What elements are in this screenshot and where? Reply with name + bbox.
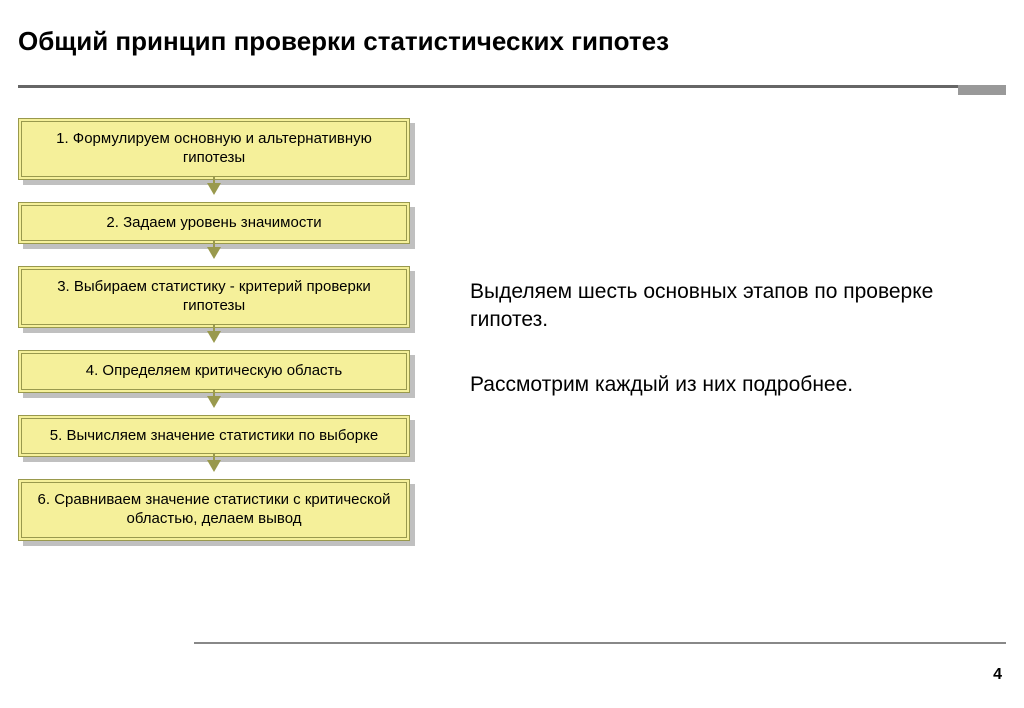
flow-step-label: 5. Вычисляем значение статистики по выбо… bbox=[21, 418, 407, 455]
bottom-rule bbox=[194, 642, 1006, 644]
side-paragraph-2: Рассмотрим каждый из них подробнее. bbox=[470, 371, 990, 399]
flowchart: 1. Формулируем основную и альтернативную… bbox=[18, 118, 418, 563]
flow-step-1: 1. Формулируем основную и альтернативную… bbox=[18, 118, 410, 180]
flow-step-face: 6. Сравниваем значение статистики с крит… bbox=[18, 479, 410, 541]
flow-step-label: 1. Формулируем основную и альтернативную… bbox=[21, 121, 407, 177]
flow-step-label: 2. Задаем уровень значимости bbox=[21, 205, 407, 242]
slide-title: Общий принцип проверки статистических ги… bbox=[18, 26, 669, 57]
flow-arrow-3 bbox=[18, 330, 410, 348]
chevron-down-icon bbox=[207, 247, 221, 259]
chevron-down-icon bbox=[207, 331, 221, 343]
flow-step-5: 5. Вычисляем значение статистики по выбо… bbox=[18, 415, 410, 458]
flow-step-2: 2. Задаем уровень значимости bbox=[18, 202, 410, 245]
flow-step-face: 2. Задаем уровень значимости bbox=[18, 202, 410, 245]
flow-arrow-1 bbox=[18, 182, 410, 200]
flow-arrow-4 bbox=[18, 395, 410, 413]
flow-arrow-2 bbox=[18, 246, 410, 264]
flow-step-face: 5. Вычисляем значение статистики по выбо… bbox=[18, 415, 410, 458]
flow-step-face: 3. Выбираем статистику - критерий провер… bbox=[18, 266, 410, 328]
title-underline bbox=[18, 85, 1006, 88]
chevron-down-icon bbox=[207, 183, 221, 195]
side-paragraph-1: Выделяем шесть основных этапов по провер… bbox=[470, 278, 990, 335]
side-text-block: Выделяем шесть основных этапов по провер… bbox=[470, 278, 990, 399]
flow-step-label: 4. Определяем критическую область bbox=[21, 353, 407, 390]
chevron-down-icon bbox=[207, 396, 221, 408]
flow-step-label: 6. Сравниваем значение статистики с крит… bbox=[21, 482, 407, 538]
flow-step-6: 6. Сравниваем значение статистики с крит… bbox=[18, 479, 410, 541]
flow-step-face: 1. Формулируем основную и альтернативную… bbox=[18, 118, 410, 180]
flow-arrow-5 bbox=[18, 459, 410, 477]
flow-step-face: 4. Определяем критическую область bbox=[18, 350, 410, 393]
flow-step-4: 4. Определяем критическую область bbox=[18, 350, 410, 393]
page-number: 4 bbox=[993, 666, 1002, 684]
flow-step-3: 3. Выбираем статистику - критерий провер… bbox=[18, 266, 410, 328]
flow-step-label: 3. Выбираем статистику - критерий провер… bbox=[21, 269, 407, 325]
chevron-down-icon bbox=[207, 460, 221, 472]
